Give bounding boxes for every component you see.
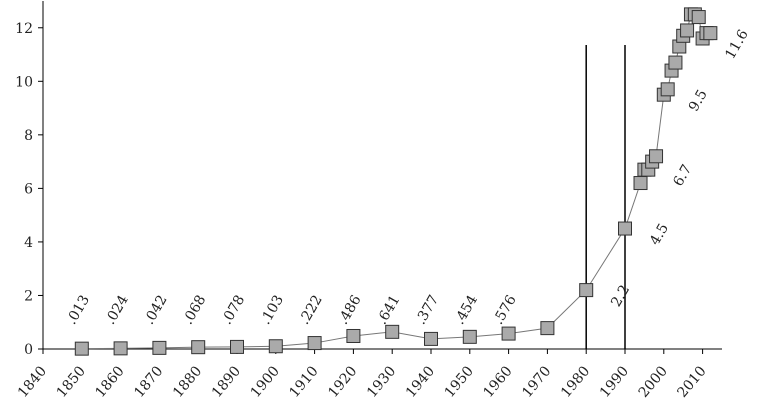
- value-label: .576: [490, 292, 519, 327]
- value-label: .078: [219, 293, 248, 328]
- x-tick-label: 1970: [519, 363, 554, 401]
- y-tick-label: 0: [24, 342, 33, 358]
- data-point: [74, 341, 89, 356]
- data-point: [691, 10, 706, 25]
- data-point: [633, 176, 648, 191]
- value-label: .222: [296, 293, 325, 328]
- value-label: .013: [64, 293, 93, 328]
- value-label: 6.7: [670, 162, 695, 189]
- data-point: [618, 221, 632, 236]
- x-tick-label: 1920: [325, 363, 360, 401]
- value-label: .042: [141, 293, 170, 328]
- data-point: [191, 340, 206, 355]
- x-tick-label: 1940: [403, 363, 438, 401]
- data-point: [424, 331, 438, 346]
- data-point: [346, 328, 361, 343]
- data-point: [307, 336, 322, 351]
- value-label: .068: [180, 293, 209, 328]
- x-tick-label: 1860: [92, 363, 127, 401]
- data-point: [703, 26, 718, 41]
- value-label: 2.2: [608, 282, 633, 309]
- data-point: [152, 340, 167, 355]
- data-point: [649, 149, 664, 164]
- data-point: [540, 321, 555, 336]
- x-tick-label: 1950: [442, 363, 477, 401]
- value-label: 11.6: [722, 27, 751, 62]
- x-tick-label: 1900: [248, 363, 283, 401]
- data-point: [385, 324, 400, 339]
- data-point: [579, 283, 594, 298]
- value-label: .024: [102, 292, 131, 327]
- y-tick-label: 6: [24, 181, 33, 197]
- x-tick-label: 1960: [480, 363, 515, 401]
- value-label: .641: [374, 293, 403, 328]
- x-tick-label: 1890: [209, 363, 244, 401]
- x-tick-label: 1930: [364, 363, 399, 401]
- y-tick-label: 10: [15, 74, 33, 90]
- x-tick-label: 1840: [15, 363, 50, 401]
- value-label: 4.5: [647, 221, 672, 248]
- x-tick-label: 2010: [674, 363, 709, 401]
- x-tick-label: 1980: [558, 363, 593, 401]
- y-tick-label: 12: [15, 21, 33, 37]
- y-tick-label: 8: [24, 128, 33, 144]
- value-label: .454: [452, 292, 481, 327]
- value-label: 9.5: [686, 87, 711, 114]
- x-tick-label: 1850: [54, 363, 89, 401]
- y-tick-label: 4: [24, 235, 33, 251]
- data-point: [680, 23, 695, 38]
- data-point: [113, 341, 128, 356]
- y-tick-label: 2: [24, 288, 33, 304]
- x-tick-label: 1910: [286, 363, 321, 401]
- value-label: .103: [258, 293, 287, 328]
- data-point: [230, 339, 244, 354]
- value-label: .486: [335, 292, 364, 327]
- x-tick-label: 2000: [636, 363, 671, 401]
- x-tick-label: 1870: [131, 363, 166, 401]
- data-point: [660, 82, 675, 97]
- data-point: [668, 55, 683, 70]
- data-point: [501, 326, 516, 341]
- x-tick-label: 1880: [170, 363, 205, 401]
- data-point: [462, 329, 477, 344]
- value-label: .377: [413, 293, 442, 328]
- x-tick-label: 1990: [597, 363, 632, 401]
- data-point: [268, 339, 283, 354]
